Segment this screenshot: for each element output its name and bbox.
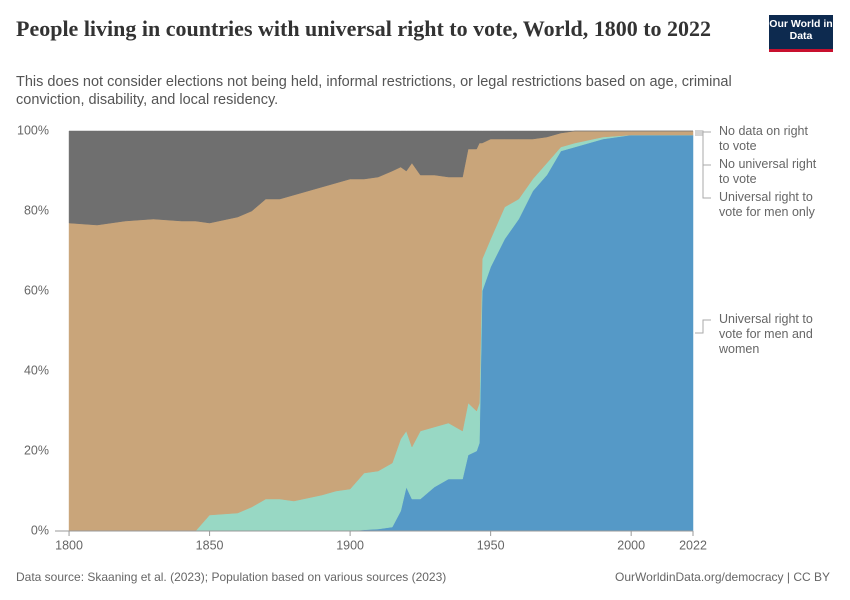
y-tick-label: 40%: [24, 363, 49, 377]
legend-connector: [695, 134, 711, 199]
legend-label[interactable]: Universal right to vote for men and women: [718, 312, 813, 356]
x-tick-label: 1950: [477, 538, 505, 552]
legend-label[interactable]: No universal right to vote: [719, 157, 817, 186]
url[interactable]: OurWorldinData.org/democracy | CC BY: [615, 570, 830, 584]
x-tick-label: 1900: [336, 538, 364, 552]
x-tick-label: 2022: [679, 538, 707, 552]
area: [68, 130, 693, 226]
chart-subtitle: This does not consider elections not bei…: [16, 74, 732, 108]
chart-title: People living in countries with universa…: [16, 16, 712, 41]
legend-connector: [695, 130, 711, 133]
source: Data source: Skaaning et al. (2023); Pop…: [16, 570, 447, 584]
y-tick-label: 60%: [24, 283, 49, 297]
y-tick-label: 100%: [17, 123, 49, 137]
y-tick-label: 0%: [31, 523, 49, 537]
x-tick-label: 1850: [196, 538, 224, 552]
legend-label[interactable]: Universal right to vote for men only: [719, 190, 816, 219]
y-tick-label: 80%: [24, 203, 49, 217]
legend-connector: [695, 132, 711, 166]
x-tick-label: 1800: [55, 538, 83, 552]
x-tick-label: 2000: [617, 538, 645, 552]
logo[interactable]: Our World in Data: [769, 15, 833, 52]
y-tick-label: 20%: [24, 443, 49, 457]
legend-connector: [695, 319, 711, 334]
legend-label[interactable]: No data on right to vote: [719, 124, 808, 153]
